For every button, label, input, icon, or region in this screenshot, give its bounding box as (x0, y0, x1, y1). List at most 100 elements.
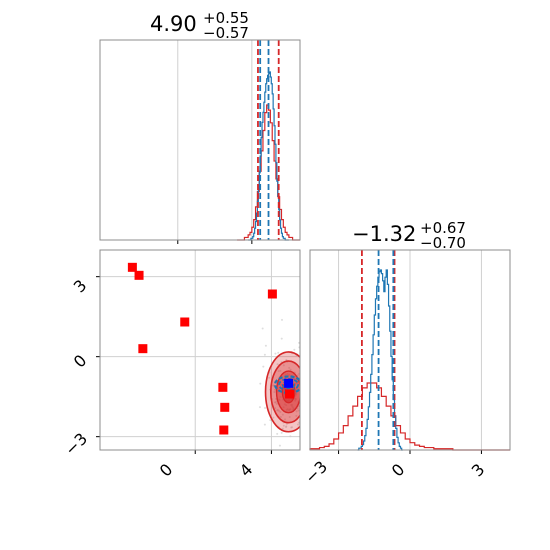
sample-point (306, 388, 308, 390)
blue-contour (273, 375, 300, 394)
sample-point (294, 382, 297, 385)
sample-point (273, 391, 276, 394)
sample-point (297, 409, 300, 412)
sample-point (293, 348, 296, 351)
red-marker (180, 317, 190, 327)
joint-y-tick-labels: 3 0 −3 (61, 276, 91, 459)
title-1-minus: −0.57 (203, 24, 249, 42)
sample-point (280, 337, 283, 340)
x-tick-label: 4 (236, 460, 257, 481)
sample-point (264, 344, 267, 347)
sample-point (301, 397, 303, 399)
sample-point (290, 426, 293, 429)
sample-point (276, 432, 279, 435)
title-2-minus: −0.70 (420, 234, 466, 252)
y-tick-label: 0 (70, 351, 91, 372)
sample-point (286, 373, 289, 376)
title-1-main: 4.90 (150, 12, 197, 36)
sample-point (319, 362, 321, 364)
sample-point (305, 375, 307, 377)
sample-point (302, 358, 304, 360)
sample-point (316, 388, 318, 390)
sample-point (282, 406, 285, 409)
sample-point (274, 352, 277, 355)
sample-point (274, 401, 277, 404)
sample-point (310, 442, 312, 444)
title-1-plus: +0.55 (203, 9, 249, 27)
sample-point (279, 411, 282, 414)
sample-point (289, 408, 292, 411)
sample-point (290, 403, 293, 406)
param-2-x-tick-labels: −3 0 3 (301, 457, 488, 487)
sample-point (263, 353, 266, 356)
sample-point (281, 427, 284, 430)
sample-point (259, 382, 262, 385)
svg-text:4.90: 4.90 (150, 12, 197, 36)
sample-point (258, 406, 261, 409)
sample-point (268, 376, 271, 379)
sample-point (279, 369, 282, 372)
red-marker (138, 344, 148, 354)
sample-point (294, 399, 297, 402)
panel-joint-scatter (96, 249, 321, 454)
sample-point (289, 368, 292, 371)
sample-point (269, 419, 272, 422)
sample-point (280, 318, 283, 321)
sample-point (279, 383, 282, 386)
panel-frame (309, 249, 511, 451)
sample-point (289, 435, 292, 438)
x-tick-label: 0 (388, 460, 409, 481)
red-marker (285, 389, 295, 399)
sample-point (291, 405, 294, 408)
title-param-1: 4.90 +0.55 −0.57 (150, 9, 249, 42)
sample-point (295, 388, 298, 391)
sample-point (295, 414, 298, 417)
sample-point (282, 364, 285, 367)
sample-point (276, 363, 279, 366)
sample-point (278, 444, 281, 447)
panel-param-2-histogram (309, 249, 511, 454)
blue-marker (284, 378, 294, 388)
joint-x-tick-labels: 0 4 (156, 460, 257, 481)
red-marker (134, 270, 144, 280)
sample-point (274, 388, 277, 391)
sample-point (261, 327, 264, 330)
sample-point (285, 426, 288, 429)
sample-point (312, 351, 314, 353)
x-tick-label: 0 (156, 460, 177, 481)
sample-point (277, 398, 280, 401)
sample-point (274, 407, 277, 410)
sample-point (272, 416, 275, 419)
sample-point (311, 410, 313, 412)
red-marker (127, 262, 137, 272)
panel-param-1-histogram (99, 39, 301, 244)
sample-point (279, 415, 282, 418)
blue-histogram-series (248, 71, 289, 241)
sample-point (304, 390, 306, 392)
sample-point (284, 418, 287, 421)
title-param-2: −1.32 +0.67 −0.70 (352, 219, 466, 252)
sample-point (288, 366, 291, 369)
red-marker (219, 425, 229, 435)
y-tick-label: 3 (70, 276, 91, 297)
panel-frame (99, 39, 301, 241)
sample-point (296, 382, 299, 385)
sample-point (277, 370, 280, 373)
red-marker (220, 402, 230, 412)
sample-point (285, 404, 288, 407)
sample-point (264, 406, 267, 409)
joint-plot-area (127, 262, 321, 447)
title-2-plus: +0.67 (420, 219, 466, 237)
sample-point (275, 402, 278, 405)
blue-contour (281, 380, 296, 390)
sample-point (295, 410, 298, 413)
sample-point (263, 423, 266, 426)
sample-point (277, 351, 280, 354)
red-marker (218, 382, 228, 392)
panel-frame (99, 249, 301, 451)
sample-point (302, 351, 304, 353)
sample-point (288, 416, 291, 419)
sample-point (280, 431, 283, 434)
sample-point (284, 373, 287, 376)
